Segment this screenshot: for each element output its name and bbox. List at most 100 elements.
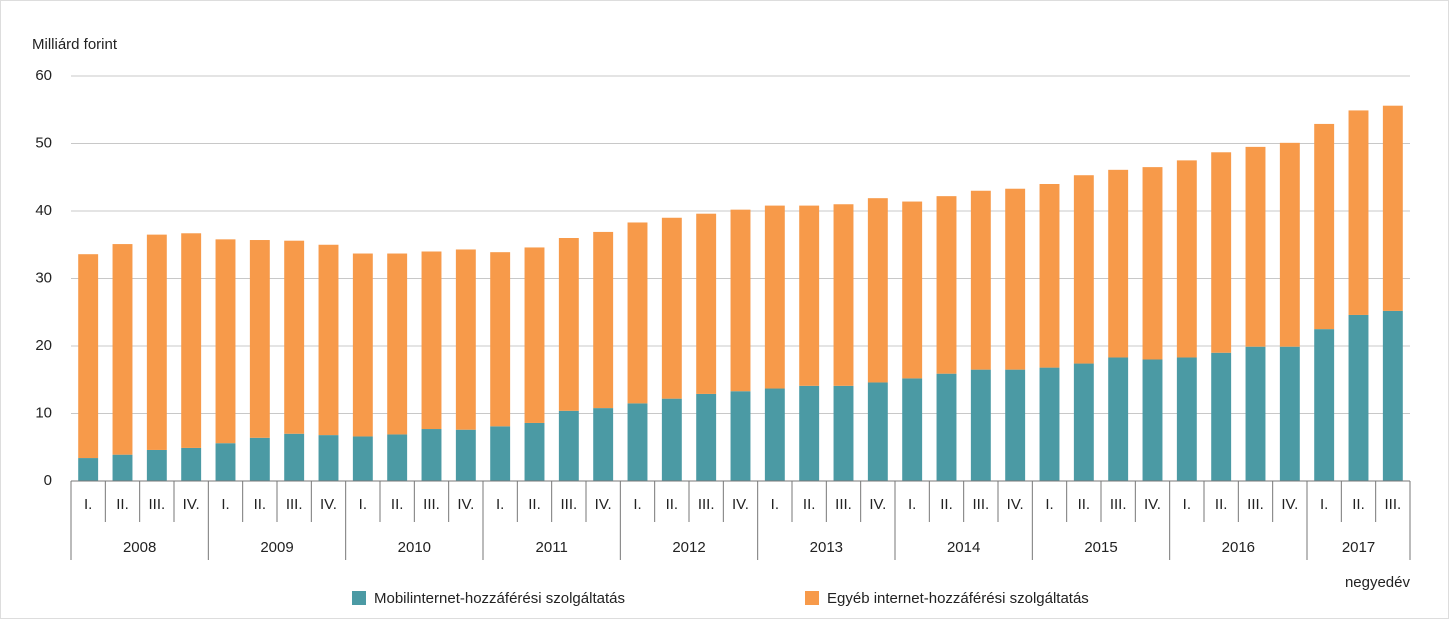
x-tick-label: III. [286,496,303,513]
x-group-label: 2012 [672,539,705,556]
x-group-label: 2014 [947,539,980,556]
y-axis-label: Milliárd forint [32,36,118,53]
bar-segment [352,436,373,481]
bar-segment [1314,123,1335,330]
bar-segment [1039,367,1060,481]
x-tick-label: III. [423,496,440,513]
bar-segment [1039,184,1060,368]
bar-segment [455,249,476,430]
bar-segment [1382,310,1403,481]
legend-label: Mobilinternet-hozzáférési szolgáltatás [374,590,625,607]
bar-segment [318,244,339,436]
x-tick-label: I. [633,496,641,513]
bar-segment [249,240,270,438]
bar-segment [1279,142,1300,347]
bar-segment [1108,169,1129,358]
bar-segment [1348,110,1369,315]
bar-segment [1382,105,1403,311]
bar-segment [936,373,957,481]
x-group-label: 2010 [398,539,431,556]
bar-segment [799,385,820,481]
y-tick-label: 20 [35,337,52,354]
x-tick-label: II. [940,496,953,513]
bar-segment [593,231,614,409]
bar-segment [455,429,476,481]
bar-segment [730,391,751,481]
bar-segment [490,426,511,481]
x-tick-label: IV. [869,496,886,513]
x-tick-label: I. [908,496,916,513]
bar-segment [1142,167,1163,360]
bar-segment [1073,363,1094,481]
bar-segment [627,222,648,404]
x-tick-label: III. [560,496,577,513]
y-tick-label: 10 [35,404,52,421]
x-tick-label: II. [1352,496,1365,513]
bar-segment [215,239,236,444]
x-tick-label: I. [221,496,229,513]
x-tick-label: III. [972,496,989,513]
bar-segment [1176,357,1197,481]
x-group-label: 2015 [1084,539,1117,556]
bar-segment [1005,369,1026,481]
x-tick-label: IV. [595,496,612,513]
x-tick-label: III. [1247,496,1264,513]
legend-swatch [805,591,819,605]
bar-segment [181,447,202,481]
bar-segment [696,213,717,394]
x-tick-label: III. [1110,496,1127,513]
bar-segment [730,209,751,392]
bar-segment [1245,146,1266,347]
bar-segment [593,408,614,481]
bar-segment [627,403,648,481]
x-tick-label: I. [496,496,504,513]
bar-segment [112,244,133,455]
bar-segment [181,233,202,448]
x-group-label: 2009 [260,539,293,556]
x-group-label: 2008 [123,539,156,556]
bar-segment [558,238,579,411]
bar-segment [352,253,373,437]
bar-segment [421,429,442,481]
bar-segment [318,435,339,481]
x-tick-label: III. [1384,496,1401,513]
bar-segment [1211,152,1232,353]
bar-segment [78,458,99,481]
x-tick-label: III. [835,496,852,513]
x-tick-label: I. [1045,496,1053,513]
y-tick-label: 60 [35,67,52,84]
x-tick-label: IV. [732,496,749,513]
bar-segment [764,388,785,481]
bar-segment [1005,188,1026,370]
bar-segment [490,252,511,427]
bar-segment [970,190,991,370]
x-tick-label: I. [359,496,367,513]
x-tick-label: II. [116,496,129,513]
legend-swatch [352,591,366,605]
bar-segment [696,393,717,481]
bar-segment [249,437,270,481]
x-group-label: 2013 [810,539,843,556]
x-group-label: 2011 [536,539,568,556]
x-tick-label: II. [666,496,679,513]
bar-segment [78,254,99,459]
bar-segment [524,422,545,481]
x-tick-label: IV. [1144,496,1161,513]
bar-segment [1279,346,1300,481]
bar-segment [1348,314,1369,481]
legend-label: Egyéb internet-hozzáférési szolgáltatás [827,590,1089,607]
bar-segment [1176,160,1197,358]
bar-segment [558,410,579,481]
bar-segment [661,217,682,399]
bar-segment [799,205,820,386]
bar-segment [1142,359,1163,481]
bar-segment [1211,352,1232,481]
bar-segment [146,234,167,450]
x-group-label: 2016 [1222,539,1255,556]
bar-segment [387,434,408,481]
bar-segment [936,196,957,374]
bar-segment [902,378,923,481]
bar-segment [421,251,442,430]
x-tick-label: II. [1078,496,1091,513]
bar-segment [833,385,854,481]
